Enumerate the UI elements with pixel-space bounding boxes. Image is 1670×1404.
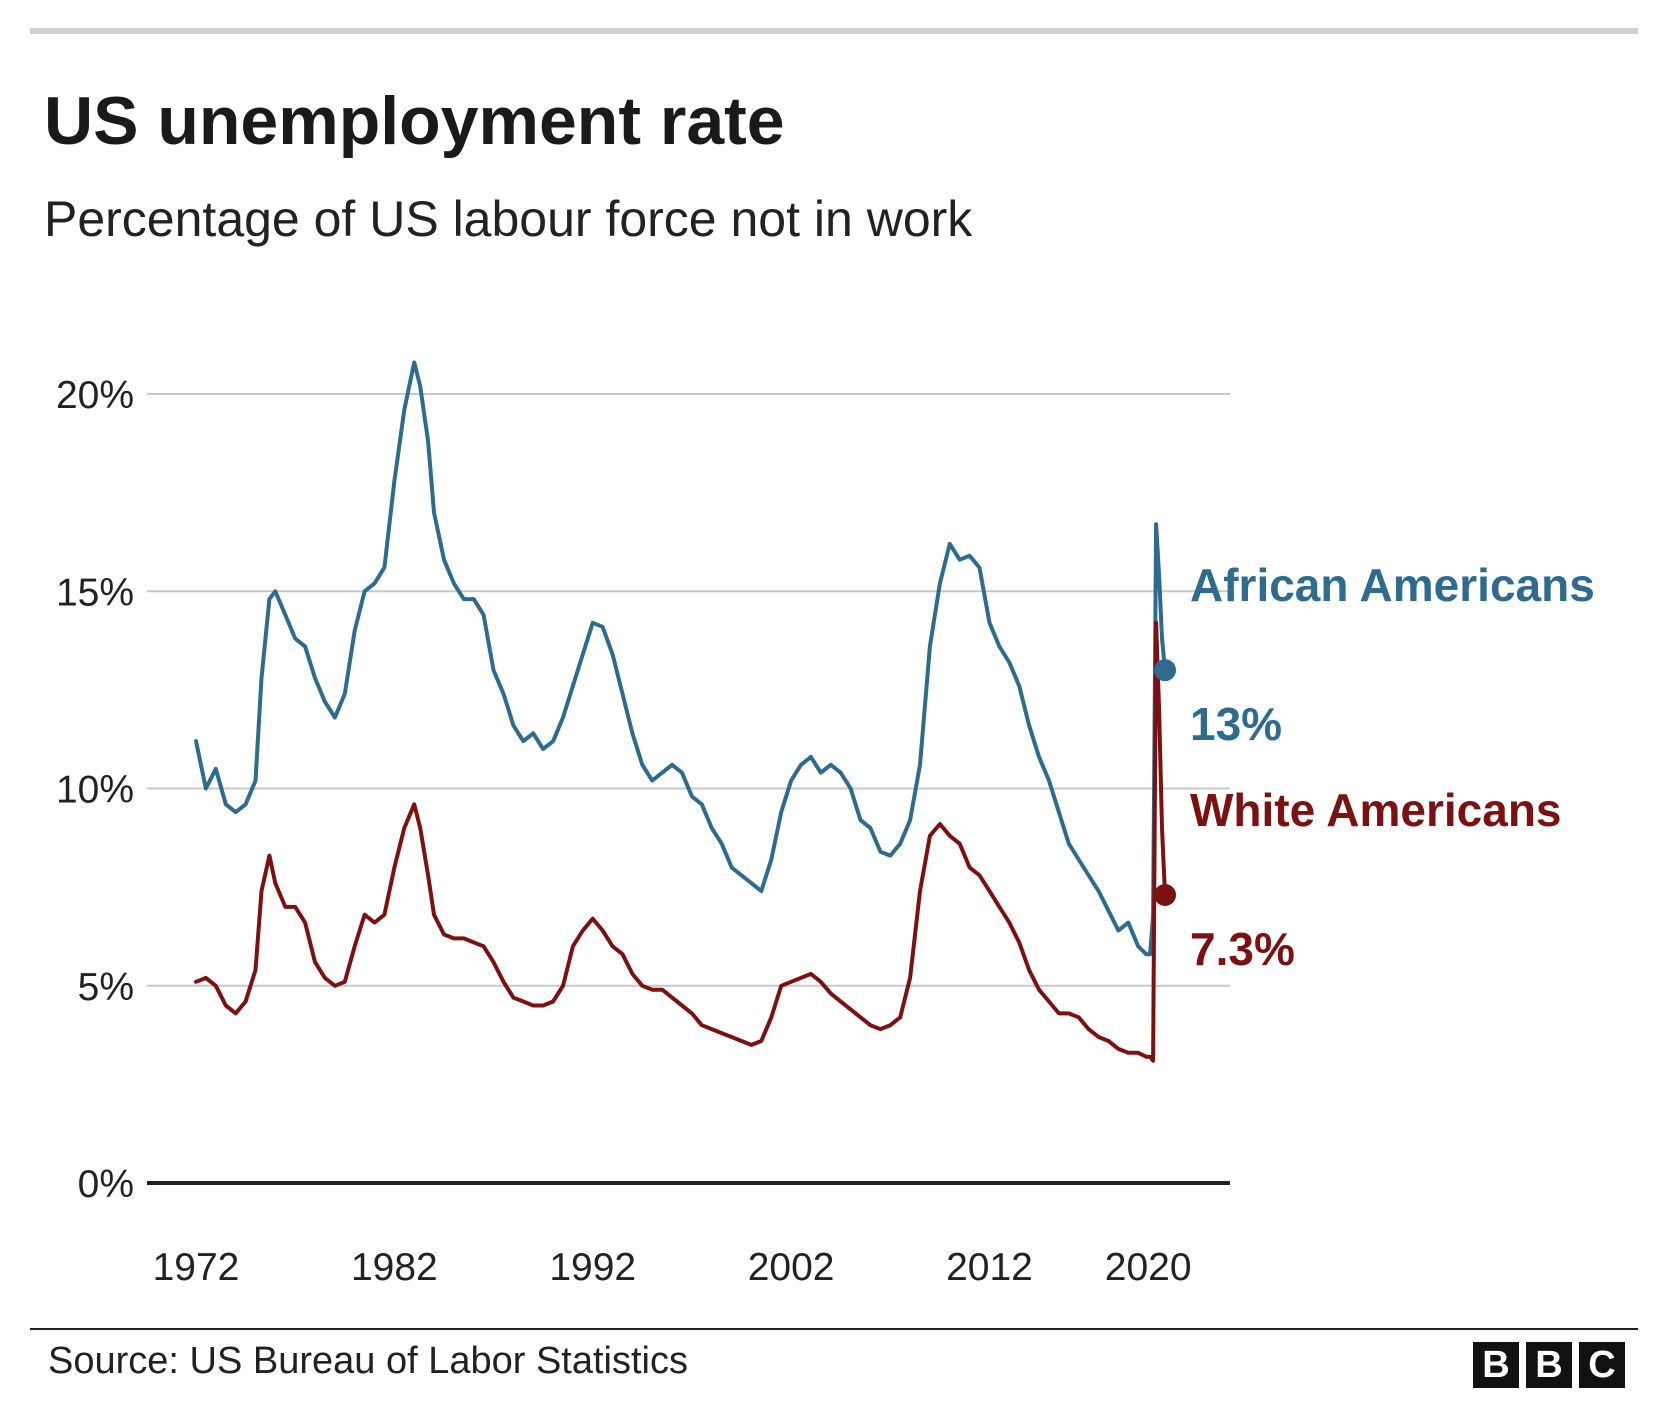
x-tick-label: 1972	[153, 1246, 240, 1289]
y-tick-label: 15%	[56, 571, 134, 614]
series-value-label: 13%	[1190, 698, 1282, 750]
bottom-rule	[30, 1328, 1638, 1330]
y-tick-label: 0%	[78, 1163, 134, 1206]
x-tick-label: 2012	[946, 1246, 1033, 1289]
series-value-label: 7.3%	[1190, 923, 1295, 975]
x-axis: 1972 1982 1992 2002 2012 2020	[153, 1246, 1192, 1289]
series-labels: African Americans 13% White Americans 7.3%	[1190, 559, 1595, 975]
end-marker	[1154, 884, 1177, 907]
y-tick-label: 10%	[56, 769, 134, 812]
x-tick-label: 2020	[1105, 1246, 1192, 1289]
x-tick-label: 1992	[549, 1246, 636, 1289]
series-name-label: African Americans	[1190, 559, 1595, 611]
chart-title: US unemployment rate	[44, 83, 785, 159]
series-line-african-americans	[194, 360, 1167, 957]
logo-letter: B	[1526, 1342, 1572, 1388]
y-tick-label: 20%	[56, 374, 134, 417]
logo-letter: B	[1473, 1342, 1519, 1388]
top-rule	[30, 28, 1638, 34]
logo-letter: C	[1579, 1342, 1625, 1388]
series-line-white-americans	[194, 620, 1167, 1063]
chart-subtitle: Percentage of US labour force not in wor…	[44, 191, 973, 247]
y-axis: 20% 15% 10% 5% 0%	[56, 374, 134, 1206]
bbc-logo: B B C	[1473, 1342, 1625, 1388]
source-note: Source: US Bureau of Labor Statistics	[48, 1340, 688, 1382]
end-marker	[1154, 659, 1177, 682]
end-markers	[1154, 659, 1177, 907]
series-name-label: White Americans	[1190, 784, 1562, 836]
x-tick-label: 2002	[748, 1246, 835, 1289]
series-lines	[194, 360, 1167, 1063]
y-tick-label: 5%	[78, 966, 134, 1009]
x-tick-label: 1982	[351, 1246, 438, 1289]
